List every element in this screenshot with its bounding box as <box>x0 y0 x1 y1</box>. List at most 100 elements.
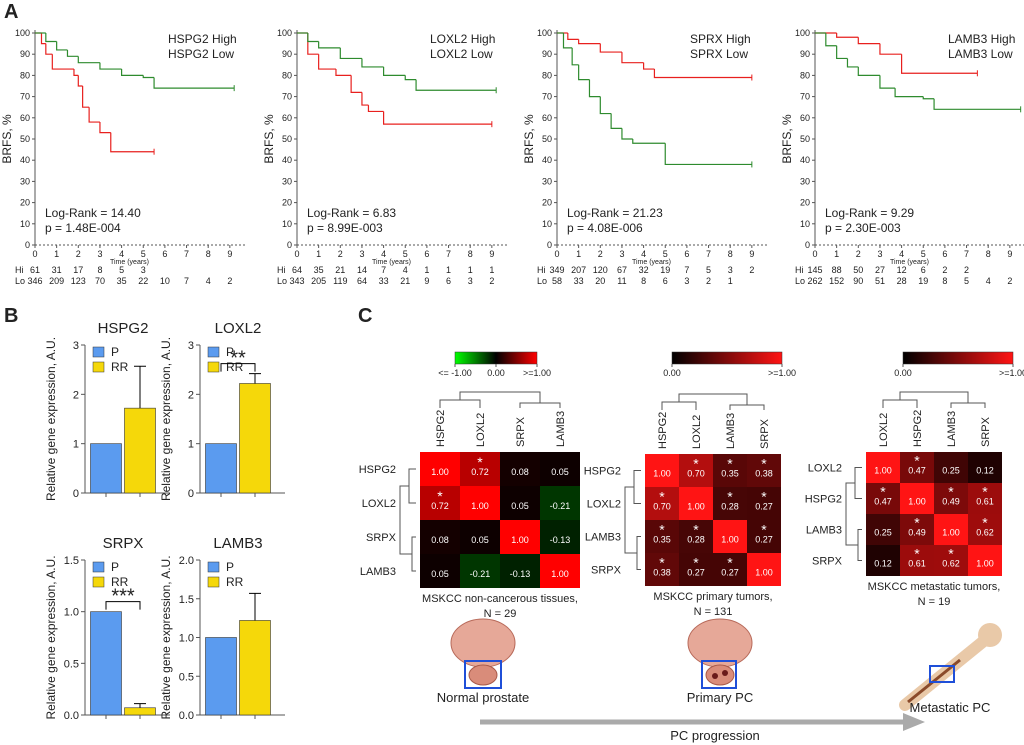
panel-label: C <box>358 305 372 327</box>
survival-step <box>599 43 622 53</box>
risk-count: 152 <box>829 276 844 286</box>
x-tick-label: 9 <box>227 249 232 259</box>
y-tick-label: 1.5 <box>179 594 194 606</box>
survival-step <box>142 75 155 79</box>
heatmap-cell <box>645 553 679 586</box>
y-tick-label: 30 <box>800 176 810 186</box>
y-tick-label: 20 <box>800 198 810 208</box>
legend-label: P <box>111 345 119 359</box>
survival-step <box>350 75 362 93</box>
column-label: SRPX <box>759 418 771 449</box>
y-tick-label: 70 <box>800 92 810 102</box>
risk-count: 19 <box>918 276 928 286</box>
risk-count: 5 <box>706 265 711 275</box>
heatmap-cell <box>645 520 679 553</box>
y-tick-label: 90 <box>542 49 552 59</box>
cell-value: 0.47 <box>874 497 892 507</box>
risk-count: 22 <box>138 276 148 286</box>
risk-count: 2 <box>964 265 969 275</box>
x-tick-label: 8 <box>986 249 991 259</box>
risk-count: 346 <box>27 276 42 286</box>
x-tick-label: 0 <box>554 249 559 259</box>
highlight-box <box>929 665 955 683</box>
cell-value: 0.49 <box>908 528 926 538</box>
chart-title: SRPX <box>103 535 144 552</box>
risk-count: 4 <box>986 276 991 286</box>
row-label: HSPG2 <box>805 494 842 506</box>
risk-row-label: Lo <box>15 276 25 286</box>
column-label: LOXL2 <box>475 413 487 447</box>
bladder <box>687 618 753 668</box>
cell-value: 0.05 <box>551 467 569 477</box>
bladder <box>450 618 516 668</box>
cell-value: 0.12 <box>976 466 994 476</box>
x-tick-label: 0 <box>32 249 37 259</box>
row-label: LOXL2 <box>587 499 621 511</box>
risk-count: 2 <box>706 276 711 286</box>
survival-step <box>318 41 341 49</box>
column-label: HSPG2 <box>912 410 924 447</box>
x-tick-label: 9 <box>489 249 494 259</box>
column-label: LAMB3 <box>725 413 737 449</box>
y-tick-label: 40 <box>20 155 30 165</box>
heatmap-cell <box>747 487 781 520</box>
y-tick-label: 100 <box>795 28 810 38</box>
cell-value: 0.05 <box>431 569 449 579</box>
legend-label: RR <box>111 575 129 589</box>
survival-step <box>621 52 644 64</box>
heatmap-cell <box>420 554 460 588</box>
x-tick-label: 4 <box>381 249 386 259</box>
survival-step <box>567 33 579 40</box>
cell-value: 0.25 <box>874 528 892 538</box>
bar <box>90 443 122 494</box>
y-tick-label: 100 <box>15 28 30 38</box>
risk-count: 2 <box>489 276 494 286</box>
annotation: p = 4.08E-006 <box>567 221 643 235</box>
heatmap-cell <box>713 487 747 520</box>
heatmap-cell <box>934 483 968 514</box>
risk-count: 9 <box>424 276 429 286</box>
illustration-metastatic <box>899 623 1002 711</box>
x-tick-label: 1 <box>576 249 581 259</box>
legend-swatch <box>92 561 105 573</box>
x-tick-label: 6 <box>162 249 167 259</box>
row-label: SRPX <box>812 556 843 568</box>
y-tick-label: 1.0 <box>179 633 194 645</box>
legend-label: RR <box>111 360 129 374</box>
risk-count: 2 <box>227 276 232 286</box>
x-tick-label: 9 <box>749 249 754 259</box>
y-axis-label: Relative gene expression, A.U. <box>44 337 58 501</box>
highlight-box <box>464 660 502 689</box>
y-tick-label: 30 <box>282 176 292 186</box>
risk-count: 31 <box>52 265 62 275</box>
heatmap-cell <box>645 487 679 520</box>
survival-step <box>857 66 880 76</box>
cell-value: 0.70 <box>653 502 671 512</box>
y-tick-label: 1.5 <box>64 555 79 567</box>
survival-step <box>73 69 79 76</box>
cell-value: 0.05 <box>471 535 489 545</box>
survival-step <box>922 96 935 100</box>
colorbar-label: >=1.00 <box>768 368 796 378</box>
colorbar-label: >=1.00 <box>999 368 1024 378</box>
row-label: SRPX <box>366 532 397 544</box>
risk-count: 90 <box>853 276 863 286</box>
y-tick-label: 60 <box>282 113 292 123</box>
survival-step <box>307 33 319 55</box>
legend-label: LAMB3 High <box>948 32 1015 46</box>
heatmap-cell <box>645 454 679 487</box>
survival-step <box>153 77 235 89</box>
significance-star: * <box>659 522 665 538</box>
risk-count: 1 <box>489 265 494 275</box>
heatmap-cell <box>679 454 713 487</box>
y-tick-label: 1.0 <box>64 607 79 619</box>
y-tick-label: 60 <box>542 113 552 123</box>
colorbar-label: 0.00 <box>894 368 912 378</box>
legend-swatch <box>92 576 105 588</box>
survival-step <box>51 54 74 70</box>
cell-value: 0.12 <box>874 559 892 569</box>
x-tick-label: 0 <box>294 249 299 259</box>
x-tick-label: 1 <box>316 249 321 259</box>
risk-count: 120 <box>593 265 608 275</box>
panel-label: A <box>4 1 18 23</box>
